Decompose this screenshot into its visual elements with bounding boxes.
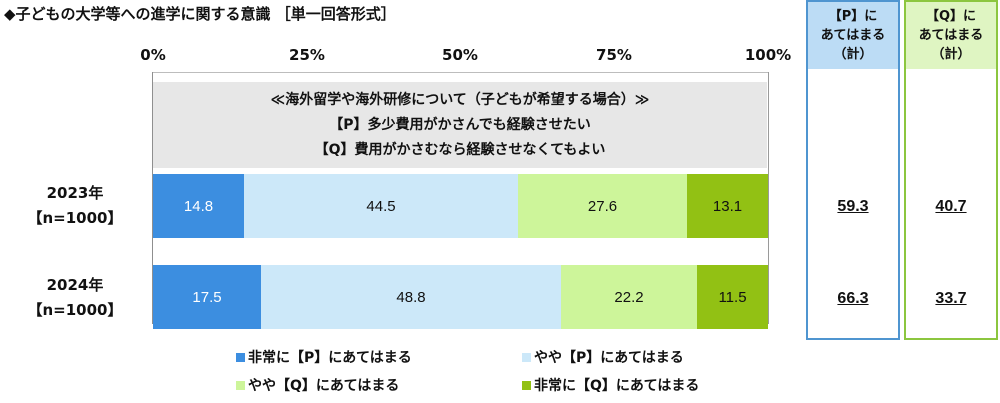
legend-swatch [522,380,531,390]
note-line: ≪海外留学や海外研修について（子どもが希望する場合）≫ [270,91,650,108]
total-q-2024: 33.7 [935,290,967,307]
panel-header-line: （計） [931,47,971,62]
row-label-2024: 2024年 【n=1000】 [0,273,150,323]
row-year: 2023年 [46,184,104,202]
bar-some-p: 48.8 [261,265,561,329]
legend-label: やや【Q】にあてはまる [248,378,400,394]
x-tick-label: 0% [140,46,166,64]
note-line: 【P】多少費用がかさんでも経験させたい [329,116,591,133]
chart-title: ◆子どもの大学等への進学に関する意識 ［単一回答形式］ [4,5,396,23]
gridline-100 [768,72,769,324]
legend-swatch [236,352,245,362]
x-tick-label: 100% [744,46,792,64]
x-tick-label: 25% [289,46,325,64]
total-q-2023: 40.7 [935,198,967,215]
x-tick-label: 50% [442,46,478,64]
x-tick-label: 75% [596,46,632,64]
panel-header-line: 【Q】に [925,9,977,24]
panel-p-total: 【P】に あてはまる （計） 59.3 66.3 [806,0,900,340]
panel-q-total: 【Q】に あてはまる （計） 40.7 33.7 [904,0,998,340]
panel-header-line: あてはまる [918,28,984,43]
question-note: ≪海外留学や海外研修について（子どもが希望する場合）≫ 【P】多少費用がかさんで… [153,82,767,168]
row-year: 2024年 [46,276,104,294]
panel-p-header: 【P】に あてはまる （計） [808,2,898,69]
row-sample: 【n=1000】 [27,301,123,319]
legend-item: 非常に【P】にあてはまる [236,347,412,367]
panel-header-line: （計） [833,47,873,62]
bar-strong-p: 17.5 [153,265,261,329]
bar-strong-p: 14.8 [153,174,244,238]
panel-q-header: 【Q】に あてはまる （計） [906,2,996,69]
legend-swatch [236,380,245,390]
legend-label: やや【P】にあてはまる [534,350,684,366]
note-line: 【Q】費用がかさむなら経験させなくてもよい [314,141,606,158]
bar-some-q: 27.6 [518,174,687,238]
bar-strong-q: 13.1 [687,174,768,238]
row-sample: 【n=1000】 [27,209,123,227]
row-label-2023: 2023年 【n=1000】 [0,181,150,231]
axis-line [152,72,769,73]
panel-header-line: 【P】に [828,9,878,24]
bar-some-q: 22.2 [561,265,697,329]
legend-item: やや【Q】にあてはまる [236,375,399,395]
total-p-2024: 66.3 [837,290,869,307]
bar-some-p: 44.5 [244,174,518,238]
panel-header-line: あてはまる [820,28,886,43]
legend-item: 非常に【Q】にあてはまる [522,375,699,395]
gridline-0 [152,72,153,324]
bar-strong-q: 11.5 [697,265,768,329]
legend-label: 非常に【P】にあてはまる [248,350,412,366]
legend-item: やや【P】にあてはまる [522,347,684,367]
total-p-2023: 59.3 [837,198,869,215]
legend-swatch [522,352,531,362]
legend-label: 非常に【Q】にあてはまる [534,378,700,394]
